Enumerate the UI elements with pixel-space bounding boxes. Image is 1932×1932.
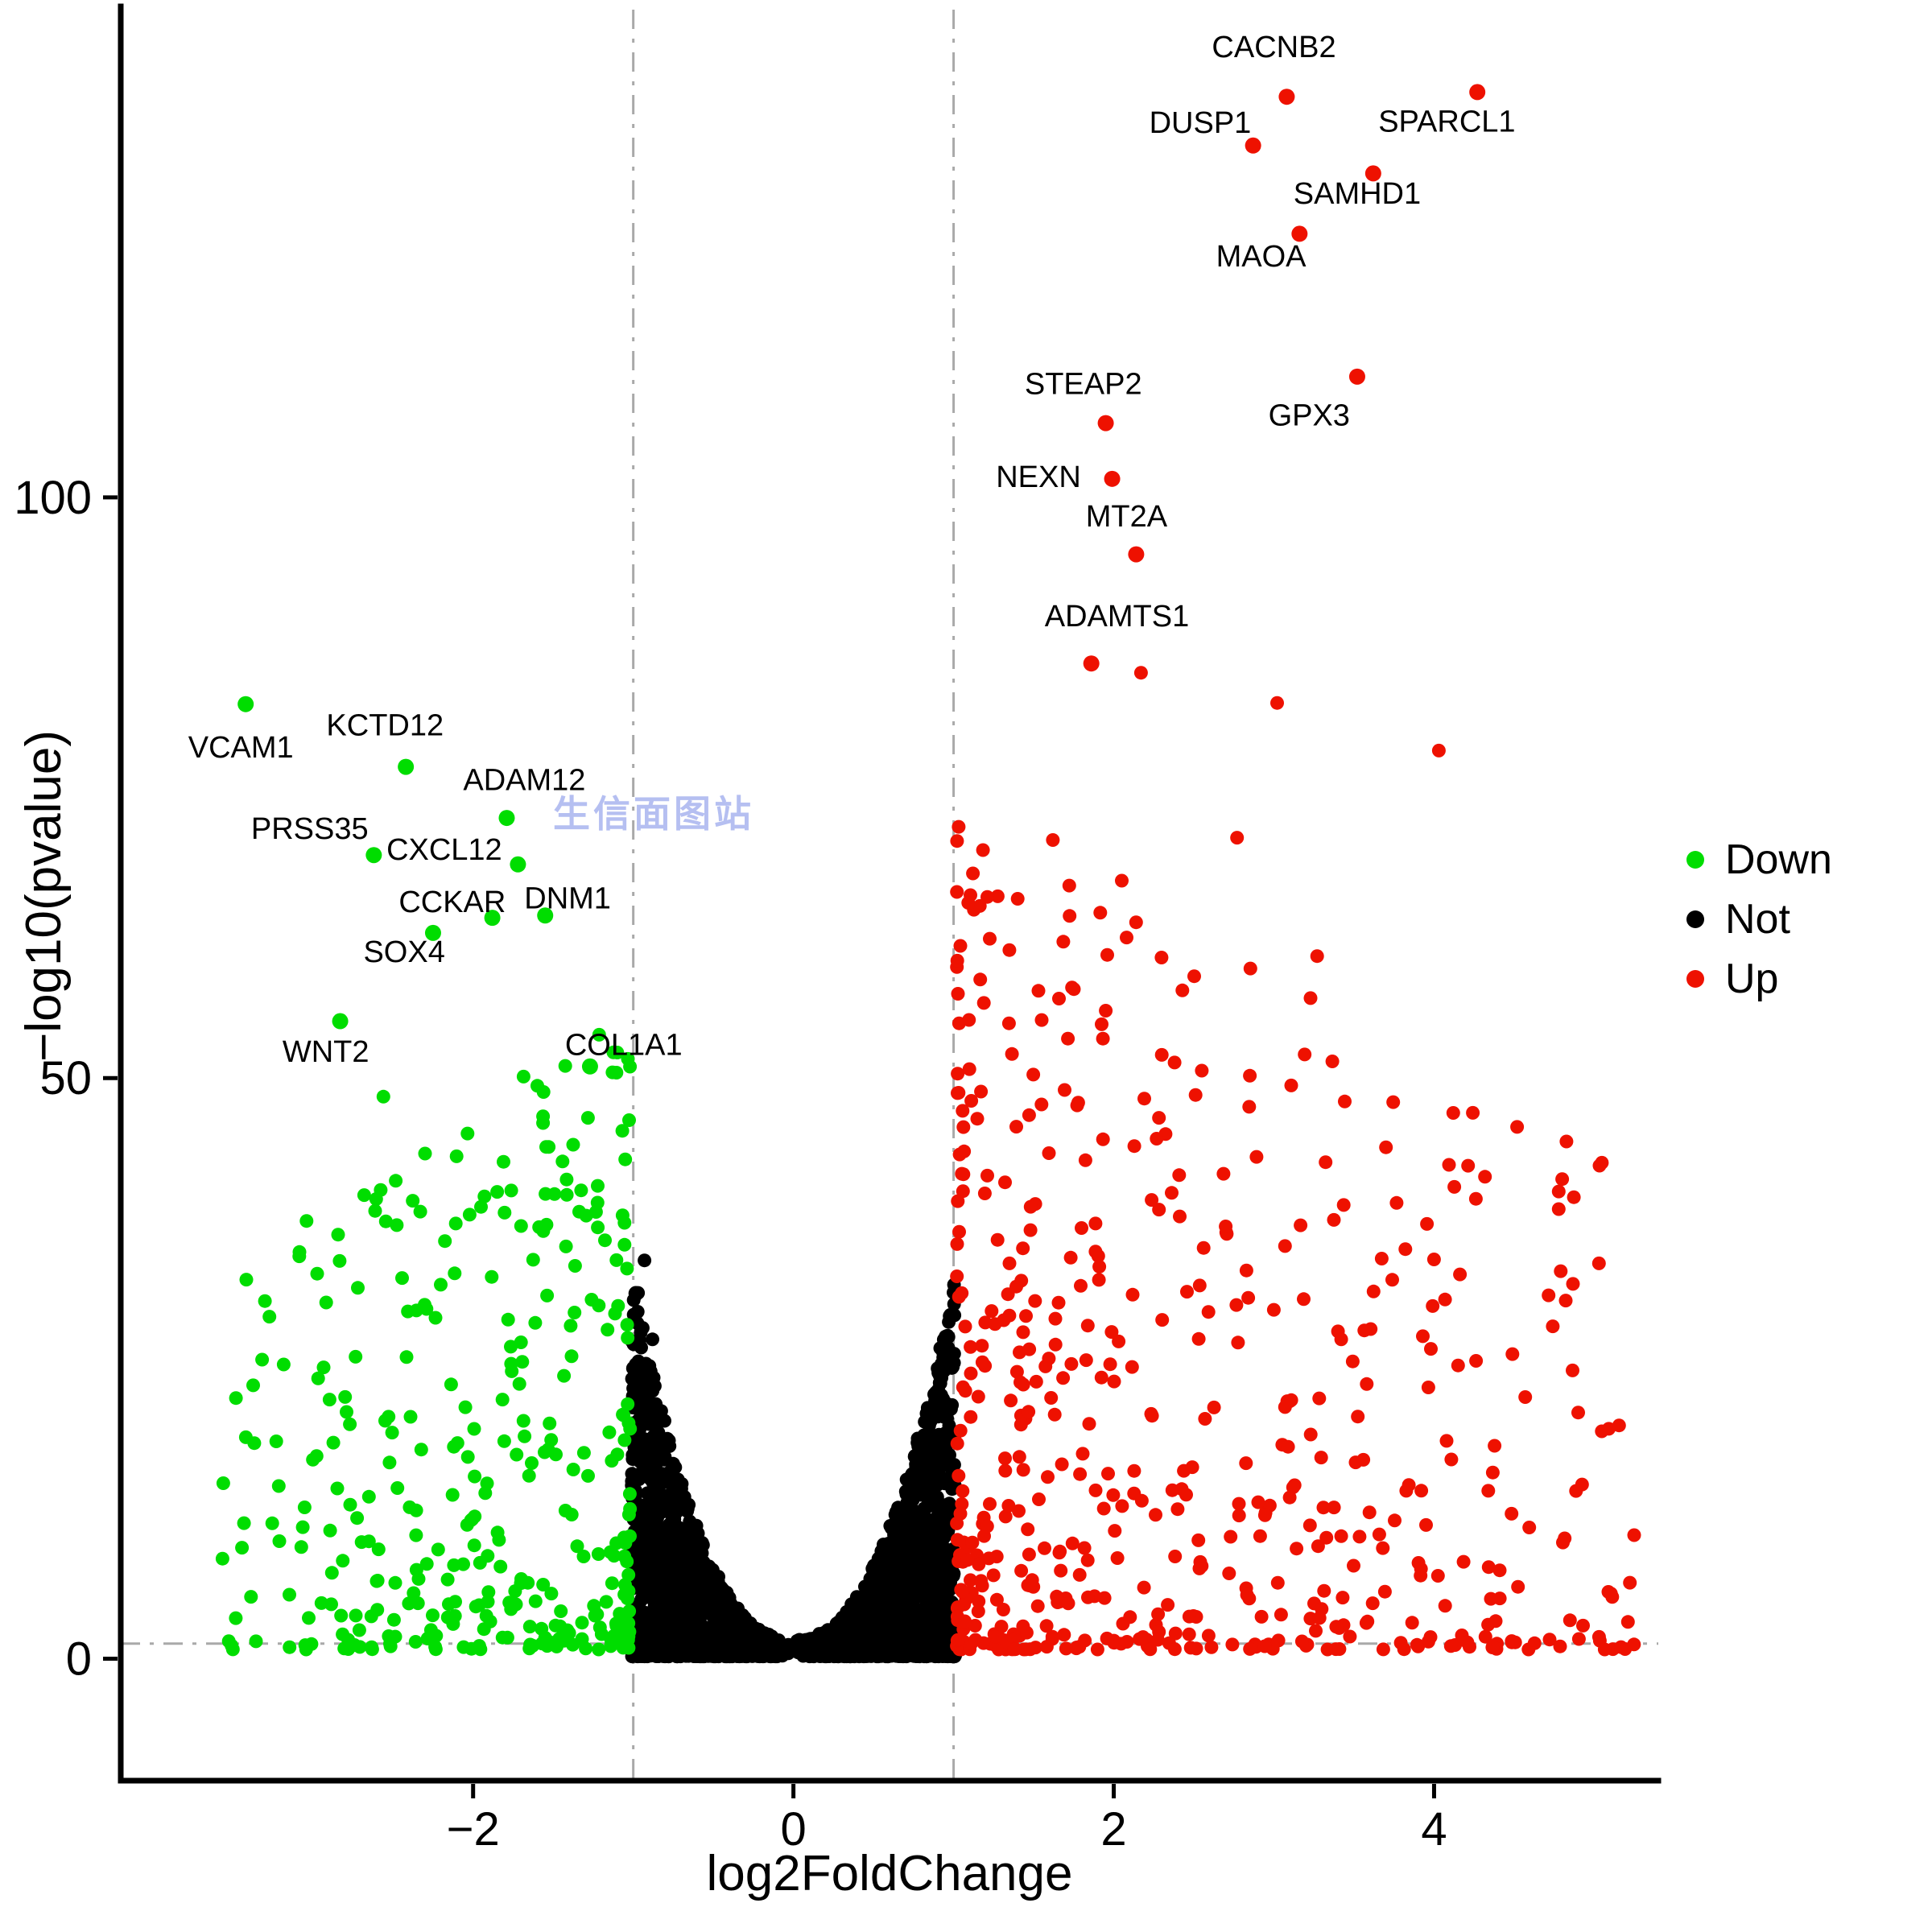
legend-item-not: Not — [1686, 898, 1832, 940]
gene-point-ADAMTS1 — [1083, 655, 1100, 672]
x-tick-label: 0 — [780, 1803, 806, 1856]
watermark: 生信面图站 — [553, 793, 754, 835]
gene-label-CCKAR: CCKAR — [398, 886, 506, 919]
gene-point-NEXN — [1104, 470, 1121, 487]
gene-label-WNT2: WNT2 — [283, 1035, 369, 1069]
gene-point-GPX3 — [1348, 368, 1365, 385]
points-not — [625, 1253, 963, 1664]
gene-point-STEAP2 — [1097, 415, 1114, 431]
gene-point-WNT2 — [332, 1013, 349, 1030]
gene-point-DUSP1 — [1245, 137, 1261, 154]
gene-point-SAMHD1 — [1364, 165, 1381, 182]
legend-item-down: Down — [1686, 839, 1832, 881]
gene-point-VCAM1 — [237, 696, 254, 712]
gene-label-KCTD12: KCTD12 — [326, 709, 444, 743]
legend-label-down: Down — [1725, 836, 1832, 883]
legend: Down Not Up — [1686, 839, 1832, 1000]
gene-label-SPARCL1: SPARCL1 — [1378, 105, 1515, 138]
gene-point-MT2A — [1128, 546, 1145, 563]
y-tick-label: 100 — [14, 472, 92, 524]
gene-label-PRSS35: PRSS35 — [251, 812, 369, 846]
y-tick-label: 50 — [39, 1052, 92, 1104]
legend-label-up: Up — [1725, 956, 1779, 1002]
gene-label-COL1A1: COL1A1 — [565, 1028, 683, 1062]
points-down — [215, 1027, 638, 1657]
points-up — [950, 666, 1641, 1657]
gene-point-CACNB2 — [1278, 89, 1295, 105]
gene-point-MAOA — [1291, 225, 1308, 242]
gene-label-MT2A: MT2A — [1086, 500, 1168, 534]
gene-label-ADAMTS1: ADAMTS1 — [1045, 600, 1189, 634]
y-axis-title: −log10(pvalue) — [15, 729, 72, 1062]
gene-point-CCKAR — [484, 910, 501, 927]
gene-label-CXCL12: CXCL12 — [386, 833, 502, 867]
x-tick-label: −2 — [447, 1803, 500, 1856]
gene-label-ADAM12: ADAM12 — [463, 763, 585, 797]
gene-label-DUSP1: DUSP1 — [1150, 106, 1252, 140]
x-axis-title: log2FoldChange — [706, 1846, 1073, 1901]
legend-dot-not — [1686, 910, 1704, 928]
gene-label-STEAP2: STEAP2 — [1025, 367, 1142, 401]
x-tick-label: 2 — [1100, 1803, 1126, 1856]
gene-label-DNM1: DNM1 — [524, 882, 611, 916]
legend-dot-up — [1686, 970, 1704, 988]
axis-lines — [118, 3, 1662, 1784]
y-tick-label: 0 — [66, 1633, 92, 1686]
tick-labels: −2 0 2 4 0 50 100 — [14, 472, 1447, 1856]
gene-label-CACNB2: CACNB2 — [1212, 31, 1335, 64]
gene-label-NEXN: NEXN — [996, 460, 1081, 494]
labeled-genes: VCAM1 KCTD12 ADAM12 PRSS35 CXCL12 CCKAR DNM1 SO… — [188, 31, 1516, 1075]
gene-point-KCTD12 — [398, 758, 415, 775]
gene-point-DNM1 — [537, 907, 554, 924]
gene-point-ADAM12 — [498, 810, 515, 827]
gene-label-GPX3: GPX3 — [1269, 398, 1350, 432]
x-tick-label: 4 — [1421, 1803, 1447, 1856]
y-axis-title-wrap: −log10(pvalue) — [6, 0, 80, 1791]
gene-point-CXCL12 — [510, 856, 526, 873]
gene-point-SOX4 — [424, 924, 441, 941]
gene-point-SPARCL1 — [1469, 84, 1486, 101]
legend-dot-down — [1686, 851, 1704, 869]
legend-item-up: Up — [1686, 958, 1832, 1000]
tick-marks — [103, 495, 1436, 1798]
gene-label-SOX4: SOX4 — [363, 935, 444, 969]
gene-point-PRSS35 — [365, 847, 382, 864]
gene-label-VCAM1: VCAM1 — [188, 731, 294, 765]
gene-label-SAMHD1: SAMHD1 — [1294, 177, 1421, 211]
legend-label-not: Not — [1725, 896, 1790, 943]
gene-label-MAOA: MAOA — [1216, 240, 1307, 274]
gene-point-COL1A1 — [581, 1058, 598, 1075]
